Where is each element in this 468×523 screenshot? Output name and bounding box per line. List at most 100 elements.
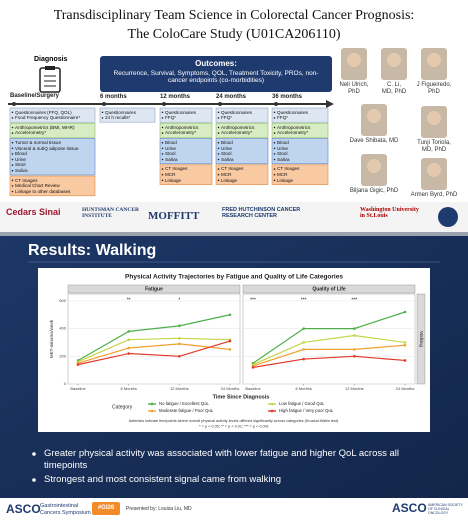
timeline-dot bbox=[12, 102, 16, 106]
box-line: CT Images bbox=[277, 166, 300, 172]
bullet-dot bbox=[32, 478, 36, 482]
series-line bbox=[252, 355, 406, 368]
bullet-dot bbox=[217, 179, 220, 182]
box-line: FFQ* bbox=[165, 115, 176, 121]
bullet-dot bbox=[161, 168, 164, 170]
divider bbox=[0, 232, 468, 236]
point bbox=[403, 310, 407, 314]
slide-title: The ColoCare Study (U01CA206110) bbox=[127, 27, 341, 42]
photo-face bbox=[427, 53, 441, 67]
box-line: Linkage to other databases bbox=[15, 188, 71, 194]
timeline-label: 24 months bbox=[216, 94, 247, 100]
bullet-dot bbox=[11, 111, 14, 114]
bullet-dot bbox=[273, 111, 276, 114]
point bbox=[302, 341, 305, 344]
bullet-dot bbox=[273, 141, 276, 144]
bullet-dot bbox=[273, 158, 276, 161]
box-line: CT Images bbox=[15, 177, 38, 183]
box-line: Urine bbox=[221, 145, 232, 151]
significance: *** bbox=[301, 297, 307, 303]
bullet-dot bbox=[161, 153, 164, 155]
series-line bbox=[252, 334, 406, 366]
legend-label: Moderate fatigue / Poor QoL bbox=[159, 408, 214, 413]
data-box bbox=[215, 107, 269, 123]
bullet-dot bbox=[161, 147, 164, 150]
box-line: FFQ* bbox=[221, 115, 232, 121]
bullet-dot bbox=[217, 117, 220, 119]
bullet-dot bbox=[217, 141, 220, 144]
logo: Cedars Sinai bbox=[6, 207, 61, 217]
bullet: Greater physical activity was associated… bbox=[44, 448, 400, 471]
box-line: Accelerometry* bbox=[277, 130, 309, 136]
bullet-dot bbox=[217, 126, 220, 129]
bullet-dot bbox=[161, 173, 164, 176]
point bbox=[127, 346, 130, 350]
bullet-dot bbox=[11, 164, 14, 166]
footer-event: Gastrointestinal bbox=[40, 503, 79, 509]
bullet-dot bbox=[273, 179, 276, 182]
bullet-dot bbox=[217, 158, 220, 161]
point bbox=[403, 343, 407, 347]
team-name: C. Li, bbox=[386, 82, 401, 88]
panel-strip bbox=[242, 284, 416, 294]
y-tick-label: 0 bbox=[64, 381, 67, 386]
data-box bbox=[271, 164, 329, 185]
photo-face bbox=[427, 163, 441, 177]
bullet-dot bbox=[161, 179, 164, 182]
box-line: MCR bbox=[221, 171, 232, 177]
data-box bbox=[215, 122, 269, 138]
box-line: Visceral & subQ adipose tissue bbox=[15, 145, 79, 151]
bullet-dot bbox=[101, 111, 104, 114]
point bbox=[302, 357, 305, 361]
panel-title: Quality of Life bbox=[312, 287, 346, 293]
box-line: Saliva bbox=[165, 156, 178, 162]
logo: Washington University in St.Louis bbox=[360, 207, 419, 219]
point bbox=[127, 330, 130, 333]
point bbox=[403, 341, 407, 344]
team-name: MD, PhD bbox=[421, 147, 447, 153]
facet-label: Walking bbox=[419, 331, 424, 347]
box-line: Accelerometry* bbox=[165, 130, 197, 136]
data-box bbox=[215, 164, 269, 185]
timeline-dot bbox=[274, 102, 278, 106]
point bbox=[251, 366, 255, 369]
box-line: Saliva bbox=[277, 156, 290, 162]
bullet: Strongest and most consistent signal cam… bbox=[44, 474, 282, 485]
legend-label: High fatigue / Very poor QoL bbox=[279, 408, 334, 413]
box-line: Saliva bbox=[15, 167, 28, 173]
point bbox=[353, 327, 356, 330]
box-line: Anthropometrics (BMI, WHR) bbox=[15, 124, 75, 130]
data-box bbox=[9, 175, 96, 197]
timeline-label: 6 months bbox=[100, 94, 127, 100]
y-axis-label: MET-minutes/week bbox=[49, 319, 54, 358]
bullet-dot bbox=[101, 117, 104, 119]
photo-face bbox=[347, 53, 361, 67]
legend-point bbox=[150, 409, 154, 413]
data-box bbox=[271, 122, 329, 138]
chart-note: * = p < 0.05; ** = p < 0.01; *** = p < 0… bbox=[199, 425, 269, 429]
bullet-dot bbox=[273, 168, 276, 170]
bullet-dot bbox=[11, 158, 14, 161]
box-line: Anthropometrics bbox=[277, 124, 311, 130]
bullet-dot bbox=[11, 190, 14, 193]
significance: *** bbox=[351, 297, 357, 303]
point bbox=[178, 337, 181, 340]
y-tick-label: 600 bbox=[59, 298, 66, 303]
box-line: MCR bbox=[165, 171, 176, 177]
series-line bbox=[77, 343, 231, 364]
point bbox=[178, 342, 181, 346]
significance: ** bbox=[127, 297, 131, 303]
box-line: Questionnaires bbox=[105, 109, 136, 115]
team-name: MD, PhD bbox=[381, 89, 407, 95]
bullet-dot bbox=[217, 132, 220, 134]
x-tick-label: 12 Months bbox=[345, 386, 364, 391]
box-line: Tumor & normal tissue bbox=[15, 139, 62, 145]
series-line bbox=[252, 344, 406, 367]
bullet-dot bbox=[11, 147, 14, 150]
logo-bar bbox=[0, 202, 468, 232]
chart-note: Asterisks indicate timepoints where over… bbox=[129, 419, 340, 423]
box-line: Food Frequency Questionnaire* bbox=[15, 115, 81, 121]
box-line: CT Images bbox=[221, 166, 244, 172]
team-name: PhD bbox=[348, 89, 360, 95]
box-line: MCR bbox=[277, 171, 288, 177]
